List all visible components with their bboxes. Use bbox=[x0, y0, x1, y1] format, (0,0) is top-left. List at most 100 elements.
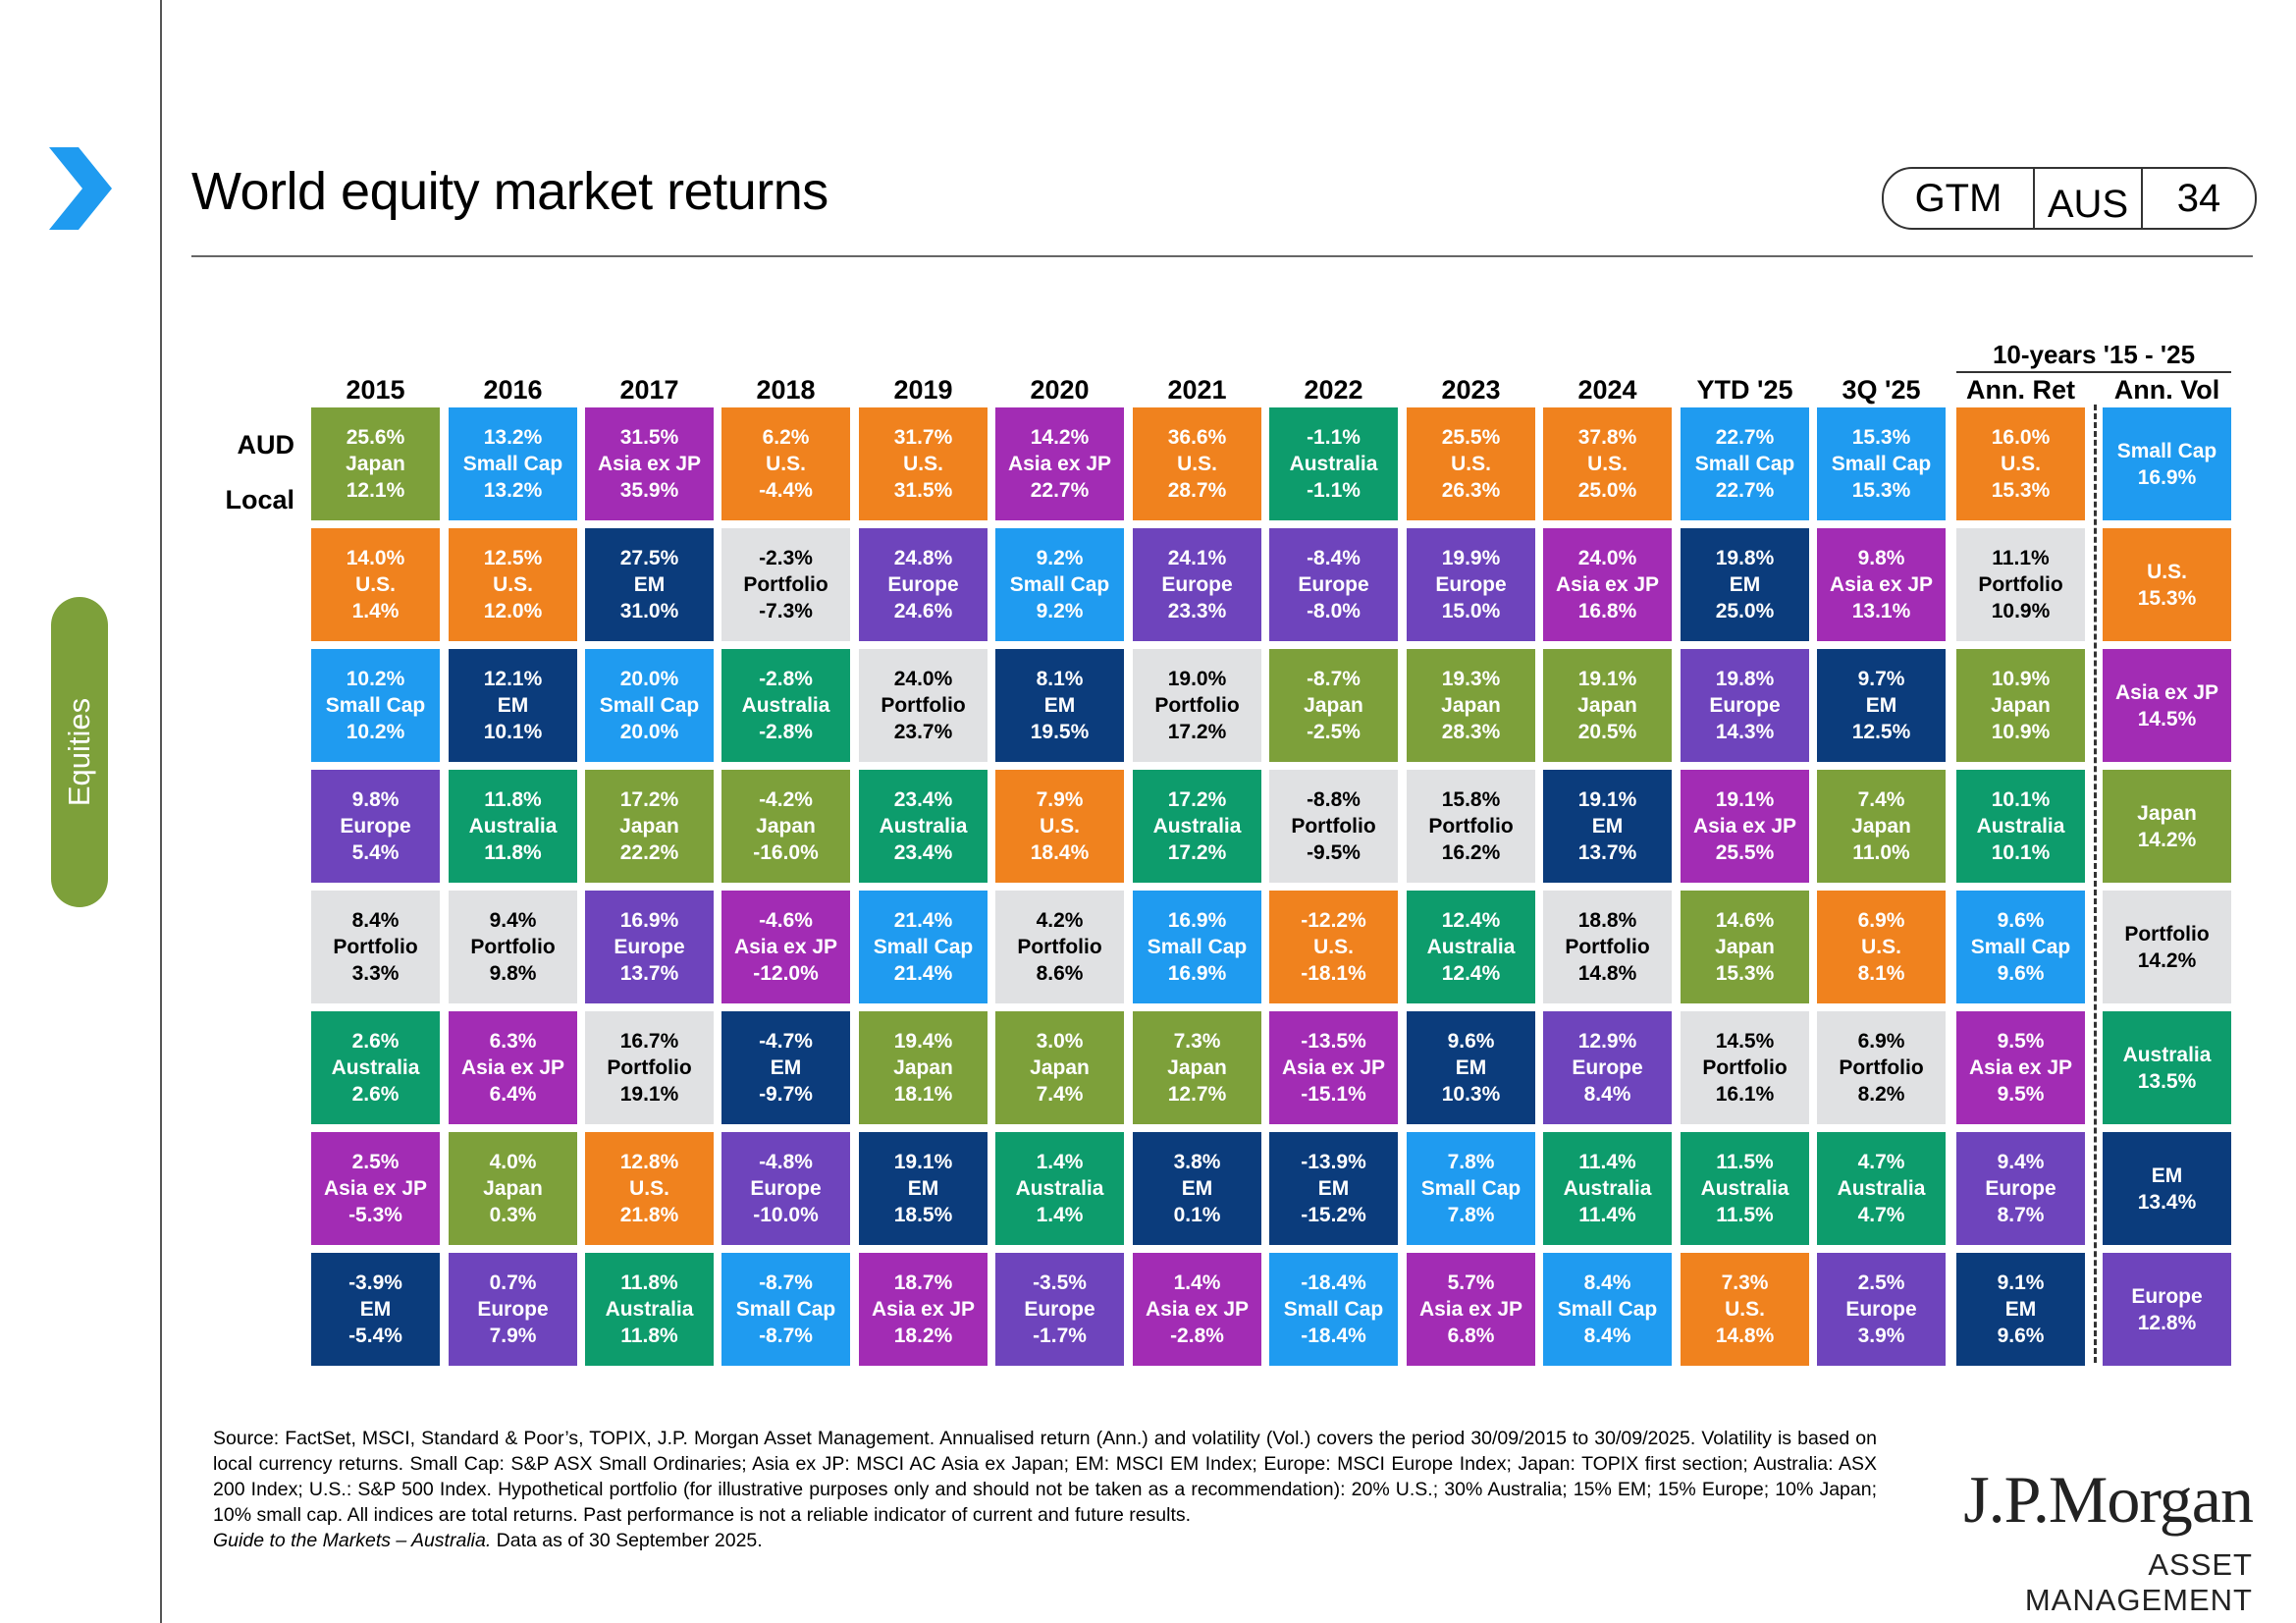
cell-text: 11.8% bbox=[620, 1325, 678, 1347]
table-cell: 13.2% Small Cap 13.2% bbox=[449, 407, 577, 520]
table-cell: 7.3% U.S. 14.8% bbox=[1681, 1253, 1809, 1366]
cell-text: Portfolio bbox=[881, 694, 966, 717]
cell-text: 3.8% bbox=[1173, 1151, 1221, 1173]
table-cell: 19.1% Japan 20.5% bbox=[1543, 649, 1672, 762]
cell-text: Small Cap bbox=[1420, 1177, 1522, 1200]
cell-text: Australia bbox=[1426, 936, 1516, 958]
left-margin-rule bbox=[160, 0, 162, 1623]
cell-text: 16.8% bbox=[1577, 600, 1637, 622]
table-cell: 19.1% EM 13.7% bbox=[1543, 770, 1672, 883]
cell-text: Portfolio bbox=[743, 573, 828, 596]
cell-text: 24.1% bbox=[1167, 547, 1227, 569]
cell-text: Portfolio bbox=[1291, 815, 1376, 838]
table-cell: 4.7% Australia 4.7% bbox=[1817, 1132, 1946, 1245]
cell-text: 0.3% bbox=[489, 1204, 537, 1226]
cell-text: 19.8% bbox=[1715, 547, 1775, 569]
cell-text: 9.8% bbox=[1857, 547, 1905, 569]
cell-text: 11.4% bbox=[1578, 1204, 1636, 1226]
cell-text: Small Cap bbox=[1557, 1298, 1658, 1321]
cell-text: 20.0% bbox=[619, 668, 679, 690]
cell-text: Europe bbox=[1985, 1177, 2056, 1200]
table-cell: -13.9% EM -15.2% bbox=[1269, 1132, 1398, 1245]
cell-text: 23.4% bbox=[893, 788, 953, 811]
table-cell: 24.0% Asia ex JP 16.8% bbox=[1543, 528, 1672, 641]
table-cell: -4.8% Europe -10.0% bbox=[721, 1132, 850, 1245]
cell-text: -18.1% bbox=[1301, 962, 1366, 985]
cell-text: 20.0% bbox=[619, 721, 679, 743]
table-cell: 8.4% Small Cap 8.4% bbox=[1543, 1253, 1672, 1366]
table-cell: -8.8% Portfolio -9.5% bbox=[1269, 770, 1398, 883]
cell-text: 13.4% bbox=[2137, 1190, 2197, 1214]
ten-year-header: 10-years '15 - '25 bbox=[1992, 340, 2196, 369]
cell-text: Japan bbox=[1715, 936, 1775, 958]
cell-text: 12.7% bbox=[1167, 1083, 1227, 1106]
cell-text: 28.7% bbox=[1167, 479, 1227, 502]
cell-text: -9.7% bbox=[759, 1083, 813, 1106]
cell-text: 14.2% bbox=[2137, 948, 2197, 972]
cell-text: Portfolio bbox=[1017, 936, 1102, 958]
cell-text: 1.4% bbox=[351, 600, 400, 622]
cell-text: -2.8% bbox=[1170, 1325, 1224, 1347]
table-cell: 14.6% Japan 15.3% bbox=[1681, 891, 1809, 1003]
table-cell: -8.4% Europe -8.0% bbox=[1269, 528, 1398, 641]
cell-text: Europe bbox=[2131, 1284, 2203, 1308]
cell-text: -8.7% bbox=[759, 1325, 813, 1347]
table-cell: 7.9% U.S. 18.4% bbox=[995, 770, 1124, 883]
cell-text: 19.1% bbox=[1577, 668, 1637, 690]
cell-text: 25.5% bbox=[1715, 841, 1775, 864]
row-label-aud: AUD bbox=[237, 430, 295, 460]
cell-text: 16.7% bbox=[619, 1030, 679, 1053]
cell-text: 8.6% bbox=[1036, 962, 1084, 985]
cell-text: 2.6% bbox=[351, 1083, 400, 1106]
table-cell: -8.7% Small Cap -8.7% bbox=[721, 1253, 850, 1366]
cell-text: -2.3% bbox=[759, 547, 813, 569]
cell-text: Small Cap bbox=[1970, 936, 2071, 958]
table-cell: 9.8% Europe 5.4% bbox=[311, 770, 440, 883]
cell-text: Portfolio bbox=[607, 1056, 692, 1079]
cell-text: 4.7% bbox=[1857, 1151, 1905, 1173]
cell-text: 6.4% bbox=[489, 1083, 537, 1106]
cell-text: -15.1% bbox=[1301, 1083, 1366, 1106]
cell-text: Asia ex JP bbox=[460, 1056, 565, 1079]
section-tab-equities[interactable]: Equities bbox=[51, 597, 108, 907]
table-cell: 14.0% U.S. 1.4% bbox=[311, 528, 440, 641]
cell-text: 10.2% bbox=[346, 721, 405, 743]
cell-text: 13.5% bbox=[2137, 1069, 2197, 1093]
cell-text: -4.4% bbox=[759, 479, 813, 502]
cell-text: 9.4% bbox=[1997, 1151, 2045, 1173]
cell-text: Japan bbox=[756, 815, 816, 838]
cell-text: 7.8% bbox=[1447, 1151, 1495, 1173]
cell-text: 19.1% bbox=[619, 1083, 679, 1106]
table-cell: -1.1% Australia -1.1% bbox=[1269, 407, 1398, 520]
page-badge: GTM AUS 34 bbox=[1882, 167, 2257, 230]
cell-text: Asia ex JP bbox=[1281, 1056, 1386, 1079]
cell-text: Small Cap bbox=[1831, 453, 1932, 475]
cell-text: 26.3% bbox=[1441, 479, 1501, 502]
cell-text: 6.2% bbox=[762, 426, 810, 449]
cell-text: Asia ex JP bbox=[323, 1177, 428, 1200]
cell-text: Asia ex JP bbox=[1968, 1056, 2073, 1079]
cell-text: Asia ex JP bbox=[1555, 573, 1660, 596]
cell-text: Australia bbox=[1700, 1177, 1789, 1200]
cell-text: 7.3% bbox=[1721, 1271, 1769, 1294]
cell-text: Europe bbox=[340, 815, 411, 838]
table-cell: 16.0% U.S. 15.3% bbox=[1956, 407, 2085, 520]
cell-text: U.S. bbox=[1587, 453, 1628, 475]
cell-text: 18.7% bbox=[893, 1271, 953, 1294]
cell-text: U.S. bbox=[766, 453, 806, 475]
cell-text: 18.1% bbox=[893, 1083, 953, 1106]
cell-text: Europe bbox=[887, 573, 959, 596]
cell-text: 22.7% bbox=[1715, 426, 1775, 449]
table-cell: 1.4% Asia ex JP -2.8% bbox=[1133, 1253, 1261, 1366]
cell-text: Asia ex JP bbox=[1692, 815, 1797, 838]
cell-text: Asia ex JP bbox=[1418, 1298, 1523, 1321]
table-cell: 16.9% Small Cap 16.9% bbox=[1133, 891, 1261, 1003]
cell-text: 14.2% bbox=[2137, 828, 2197, 851]
cell-text: 0.1% bbox=[1173, 1204, 1221, 1226]
cell-text: -2.8% bbox=[759, 668, 813, 690]
cell-text: EM bbox=[2151, 1163, 2183, 1187]
cell-text: EM bbox=[1455, 1056, 1487, 1079]
cell-text: 6.3% bbox=[489, 1030, 537, 1053]
cell-text: U.S. bbox=[1040, 815, 1080, 838]
table-cell: -4.6% Asia ex JP -12.0% bbox=[721, 891, 850, 1003]
